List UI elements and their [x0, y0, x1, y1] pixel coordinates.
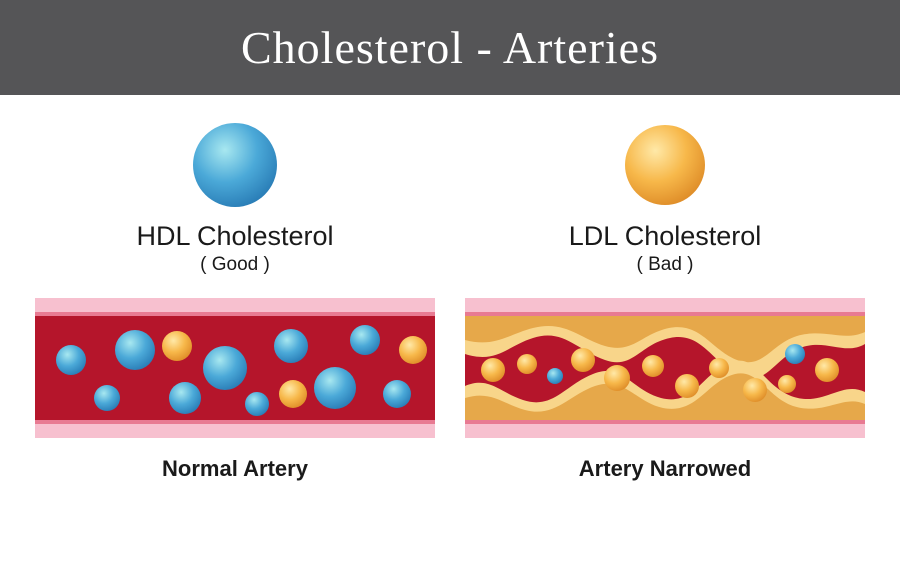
- panels-row: HDL Cholesterol ( Good ) Normal Artery L…: [0, 95, 900, 482]
- panel-hdl: HDL Cholesterol ( Good ) Normal Artery: [25, 115, 445, 482]
- ldl-sphere-icon: [625, 125, 705, 205]
- ldl-sphere-wrap: [625, 115, 705, 215]
- narrowed-artery-diagram: [465, 298, 865, 438]
- narrowed-artery-caption: Artery Narrowed: [579, 456, 751, 482]
- ldl-label: LDL Cholesterol: [569, 221, 762, 252]
- hdl-sublabel: ( Good ): [200, 254, 270, 276]
- hdl-sphere-icon: [193, 123, 277, 207]
- normal-artery-diagram: [35, 298, 435, 438]
- header-bar: Cholesterol - Arteries: [0, 0, 900, 95]
- hdl-sphere-wrap: [193, 115, 277, 215]
- hdl-label: HDL Cholesterol: [136, 221, 333, 252]
- page-title: Cholesterol - Arteries: [241, 21, 659, 74]
- ldl-sublabel: ( Bad ): [636, 254, 693, 276]
- normal-artery-caption: Normal Artery: [162, 456, 308, 482]
- panel-ldl: LDL Cholesterol ( Bad ) Artery Narrowed: [455, 115, 875, 482]
